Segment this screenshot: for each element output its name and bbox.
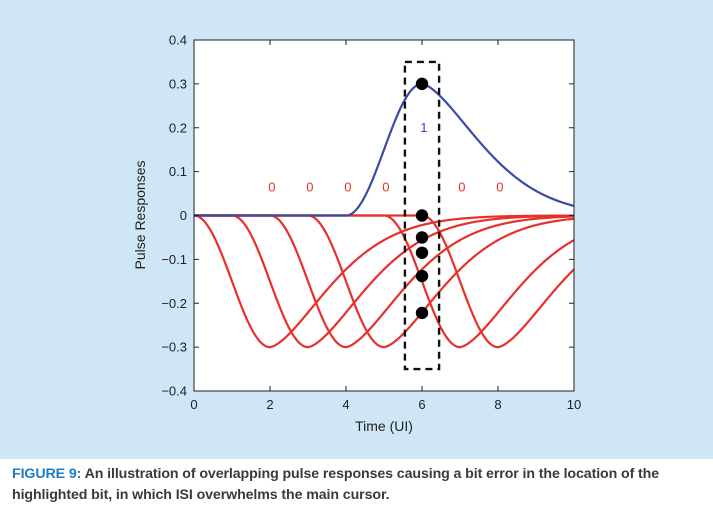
- sample-point-0: [415, 77, 429, 91]
- highlight-layer: [403, 60, 441, 371]
- caption-label: FIGURE 9:: [12, 466, 82, 482]
- y-tick-label-1: 0.3: [169, 76, 187, 91]
- bit-label-4: 0: [382, 179, 389, 194]
- bit-label-0: 1: [420, 120, 427, 135]
- bit-label-2: 0: [306, 179, 313, 194]
- sample-point-5: [415, 306, 429, 320]
- x-tick-label-4: 8: [494, 397, 501, 412]
- y-tick-label-7: −0.3: [161, 340, 187, 355]
- caption-text: An illustration of overlapping pulse res…: [12, 466, 660, 503]
- y-tick-label-0: 0.4: [169, 33, 187, 48]
- pulse-response-chart: 10 0 0 0 0 0 0 2 4 6 8 10 0.40.30.20.10−0.1−0.2−0.…: [132, 33, 581, 435]
- highlight-box: [403, 60, 441, 371]
- sample-point-3: [415, 246, 429, 259]
- bit-label-6: 0: [496, 179, 503, 194]
- curves-layer: [193, 82, 575, 349]
- y-tick-label-3: 0.1: [169, 164, 187, 179]
- series-line-main-bit-1: [193, 82, 575, 217]
- figure-caption: FIGURE 9: An illustration of overlapping…: [12, 464, 704, 506]
- x-tick-label-5: 10: [567, 397, 581, 412]
- series-line-isi-bit-0-0: [193, 214, 575, 349]
- y-tick-label-2: 0.2: [169, 120, 187, 135]
- y-tick-label-8: −0.4: [161, 384, 187, 399]
- annotations-layer: 1 0 0 0 0 0 0: [268, 120, 503, 194]
- y-tick-label-6: −0.2: [161, 296, 187, 311]
- sample-point-2: [415, 231, 429, 244]
- y-ticks: 0.4 0.3 0.2 0.1 0 −0.1 −0.2 −0.3 −0.4: [161, 33, 574, 399]
- bit-label-1: 0: [268, 179, 275, 194]
- x-tick-label-2: 4: [342, 397, 349, 412]
- points-layer: [415, 77, 429, 320]
- bit-label-3: 0: [344, 179, 351, 194]
- x-axis-label: Time (UI): [355, 418, 413, 434]
- sample-point-4: [415, 269, 429, 283]
- series-line-isi-bit-0-1: [193, 214, 575, 349]
- x-ticks: 0 2 4 6 8 10: [190, 40, 581, 412]
- y-axis-label: Pulse Responses: [132, 161, 148, 270]
- y-tick-label-4: 0: [180, 208, 187, 223]
- x-tick-label-3: 6: [418, 397, 425, 412]
- x-tick-label-1: 2: [266, 397, 273, 412]
- y-tick-label-5: −0.1: [161, 252, 187, 267]
- x-tick-label-0: 0: [190, 397, 197, 412]
- sample-point-1: [415, 209, 429, 222]
- bit-label-5: 0: [458, 179, 465, 194]
